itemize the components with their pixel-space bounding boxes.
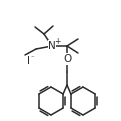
Text: +: +: [54, 37, 60, 45]
Text: O: O: [63, 54, 71, 64]
Text: I: I: [26, 56, 30, 66]
Text: N: N: [48, 41, 56, 51]
Text: ⁻: ⁻: [30, 55, 34, 61]
